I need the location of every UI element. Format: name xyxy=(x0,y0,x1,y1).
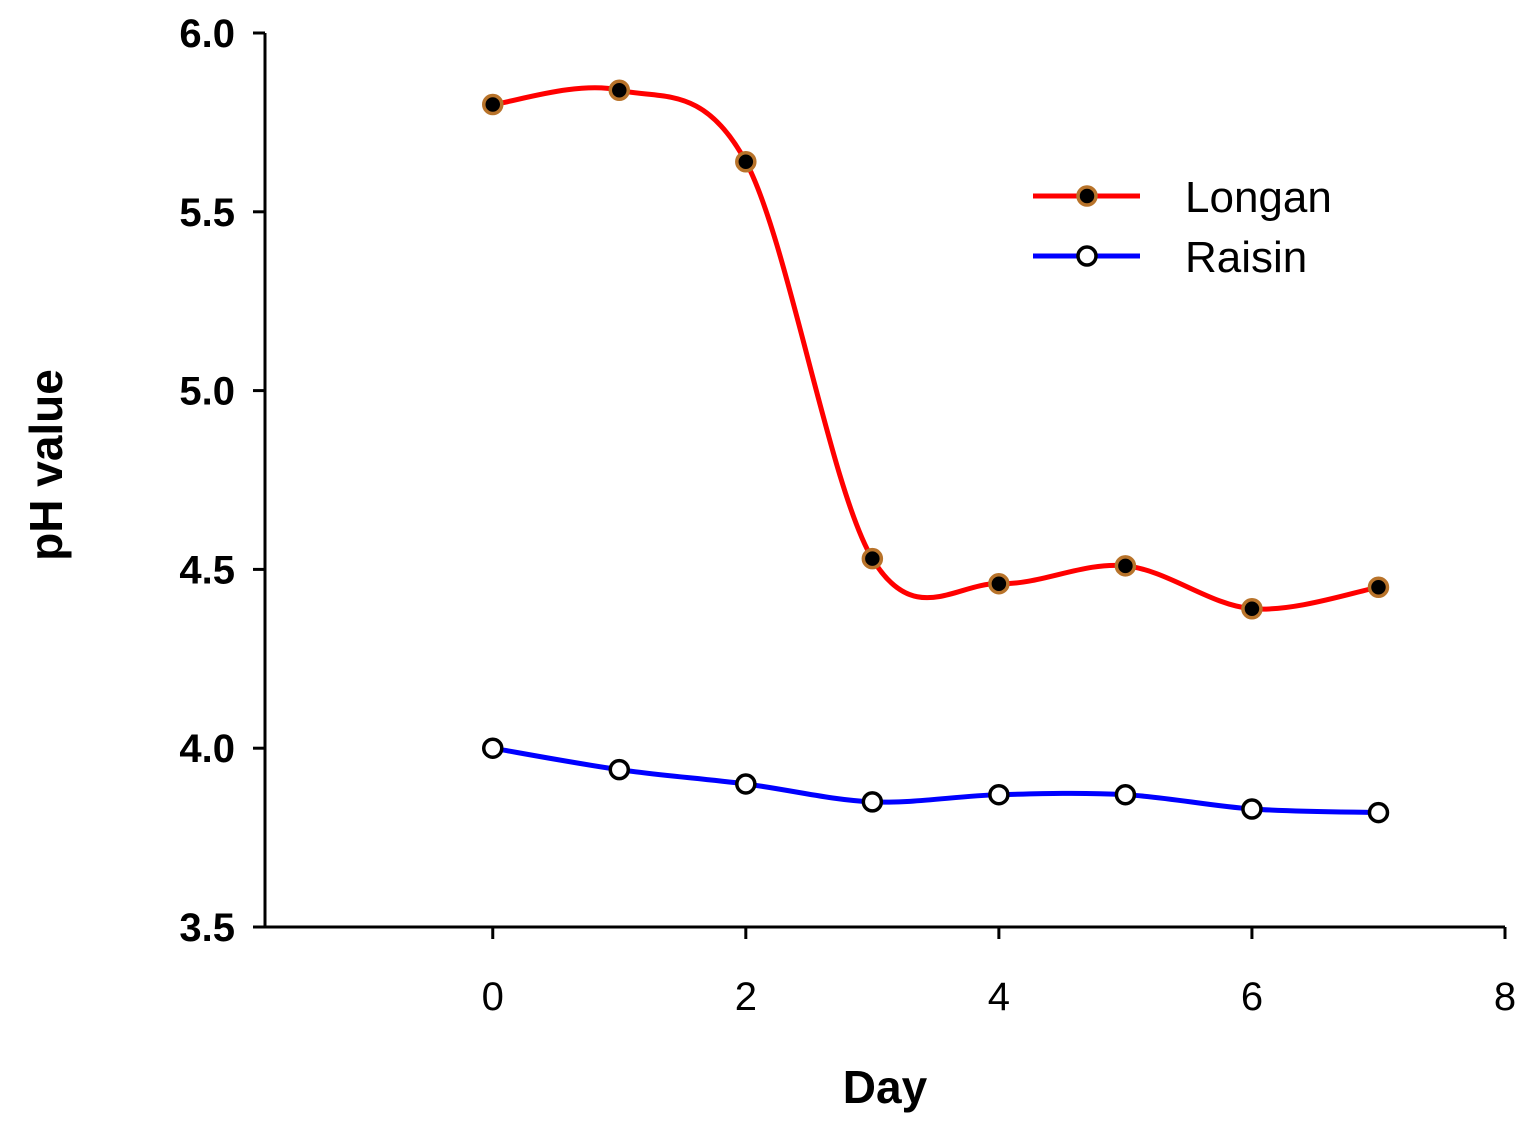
data-point-raisin xyxy=(988,783,1010,806)
series-line-longan xyxy=(492,85,1379,612)
y-tick-label: 6.0 xyxy=(179,12,235,56)
series-points xyxy=(482,79,1390,824)
y-tick-label: 3.5 xyxy=(179,906,235,950)
data-point-longan xyxy=(1114,555,1137,577)
y-tick-label: 5.5 xyxy=(179,191,235,235)
data-point-raisin xyxy=(482,737,504,759)
x-axis-label: Day xyxy=(843,1061,928,1113)
series-lines xyxy=(492,85,1379,816)
y-axis-label: pH value xyxy=(20,369,72,561)
data-point-longan xyxy=(988,572,1010,595)
data-point-raisin xyxy=(608,758,631,781)
x-tick-label: 6 xyxy=(1241,975,1263,1019)
legend-label-longan: Longan xyxy=(1185,173,1332,222)
data-point-longan xyxy=(482,93,504,116)
data-point-raisin xyxy=(1241,798,1263,820)
data-point-longan xyxy=(861,547,884,570)
data-point-raisin xyxy=(1114,783,1137,806)
y-tick-label: 4.5 xyxy=(179,548,235,592)
data-point-longan xyxy=(735,150,757,173)
legend-marker-raisin xyxy=(1076,245,1098,267)
series-line-raisin xyxy=(492,745,1379,816)
data-point-longan xyxy=(1241,597,1263,620)
data-point-longan xyxy=(1367,576,1390,599)
legend-label-raisin: Raisin xyxy=(1185,233,1307,282)
data-point-raisin xyxy=(861,791,884,813)
y-ticks: 3.5 4.0 4.5 5.0 5.5 6.0 xyxy=(179,12,265,950)
legend-marker-longan xyxy=(1076,185,1098,207)
x-tick-label: 8 xyxy=(1494,975,1516,1019)
legend: Longan Raisin xyxy=(1033,173,1332,282)
x-tick-label: 4 xyxy=(988,975,1010,1019)
axes xyxy=(263,33,1505,929)
data-point-raisin xyxy=(735,773,757,795)
y-tick-label: 4.0 xyxy=(179,727,235,771)
x-ticks: 0 2 4 6 8 xyxy=(482,927,1516,1019)
data-point-raisin xyxy=(1367,801,1390,824)
y-tick-label: 5.0 xyxy=(179,370,235,414)
x-tick-label: 0 xyxy=(482,975,504,1019)
data-point-longan xyxy=(608,79,631,101)
x-tick-label: 2 xyxy=(735,975,757,1019)
